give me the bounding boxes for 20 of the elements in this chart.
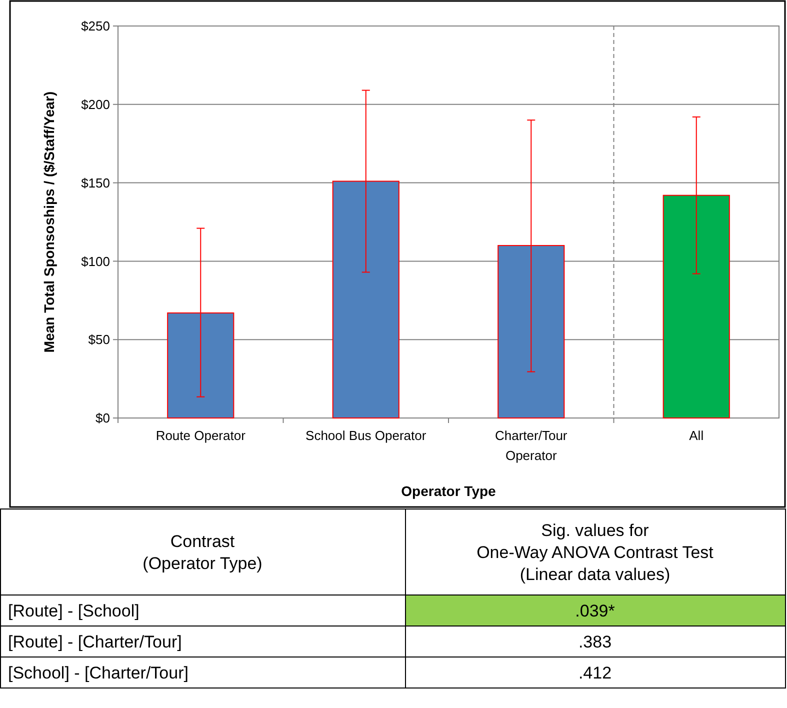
- text: Sig. values for One-Way ANOVA Contrast Test (Linear data values): [476, 520, 714, 584]
- x-tick-label: Charter/Tour Operator: [495, 428, 568, 463]
- y-tick-label: $150: [81, 175, 110, 190]
- text: Contrast (Operator Type): [142, 532, 262, 573]
- text: .412: [578, 663, 612, 682]
- x-axis-title: Operator Type: [401, 483, 496, 499]
- y-axis-title: Mean Total Sponsoships / ($/Staff/Year): [41, 91, 57, 353]
- y-tick-label: $100: [81, 254, 110, 269]
- y-tick-label: $50: [88, 332, 110, 348]
- y-tick-label: $0: [96, 410, 110, 426]
- x-tick-label: All: [689, 428, 704, 443]
- text: [Route] - [School]: [8, 601, 140, 620]
- x-tick-label: Route Operator: [156, 428, 246, 443]
- text: .039*: [575, 601, 616, 620]
- x-tick-label: School Bus Operator: [306, 428, 427, 443]
- y-tick-label: $250: [81, 18, 110, 34]
- y-tick-label: $200: [81, 96, 110, 112]
- text: [Route] - [Charter/Tour]: [8, 632, 182, 652]
- text: [School] - [Charter/Tour]: [8, 663, 188, 682]
- text: .383: [578, 632, 612, 652]
